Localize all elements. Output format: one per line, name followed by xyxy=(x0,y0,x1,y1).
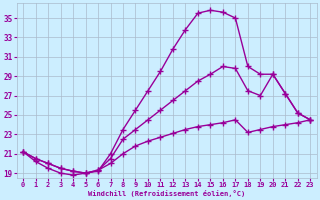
X-axis label: Windchill (Refroidissement éolien,°C): Windchill (Refroidissement éolien,°C) xyxy=(88,190,245,197)
